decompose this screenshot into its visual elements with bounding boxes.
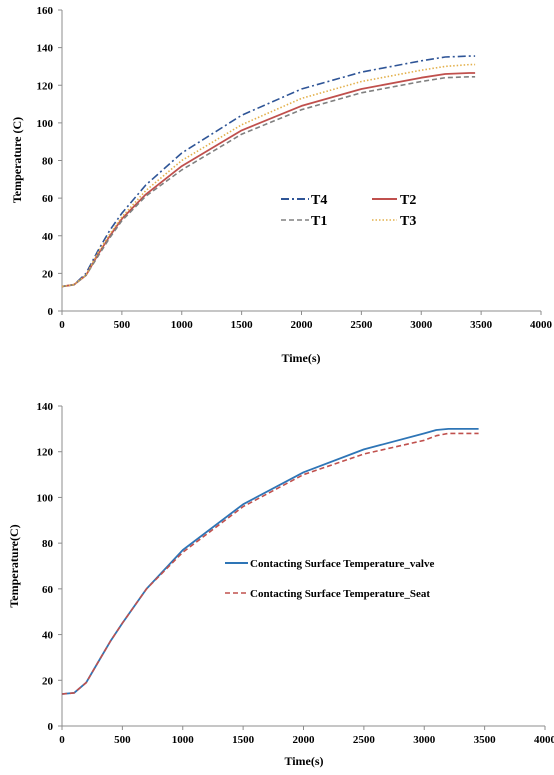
y-tick-label: 40 <box>42 231 54 243</box>
legend-label: T2 <box>400 193 416 208</box>
legend-label: T1 <box>311 214 327 229</box>
x-tick-label: 1000 <box>171 319 194 331</box>
y-tick-label: 100 <box>37 118 54 130</box>
legend-item-t2: T2 <box>372 193 416 208</box>
series-line-contacting-surface-temperature-seat <box>61 432 479 695</box>
x-tick-labels: 0 500 1000 1500 2000 2500 3000 3500 4000 <box>59 311 553 331</box>
y-tick-label: 120 <box>37 80 54 92</box>
x-tick-label: 4000 <box>530 319 553 331</box>
y-tick-label: 0 <box>48 306 54 318</box>
y-tick-label: 100 <box>37 492 54 504</box>
y-tick-label: 80 <box>42 156 54 168</box>
y-tick-label: 60 <box>42 584 54 596</box>
y-tick-label: 60 <box>42 193 54 205</box>
legend: T4 T2 T1 T3 <box>281 193 416 229</box>
x-tick-label: 0 <box>59 319 65 331</box>
y-tick-label: 80 <box>42 538 54 550</box>
x-tick-label: 0 <box>59 734 65 746</box>
legend-label: T4 <box>311 193 327 208</box>
series-lines <box>61 55 476 288</box>
legend-label: Contacting Surface Temperature_valve <box>250 558 434 570</box>
y-axis-title: Temperature(C) <box>7 524 21 607</box>
x-tick-labels: 0 500 1000 1500 2000 2500 3000 3500 4000 <box>59 726 554 746</box>
x-tick-label: 2000 <box>293 734 316 746</box>
x-tick-label: 3000 <box>410 319 433 331</box>
chart-2: 0 500 1000 1500 2000 2500 3000 3500 4000 0 20 40 60… <box>7 401 554 768</box>
y-tick-label: 140 <box>37 401 54 413</box>
legend-item-t3: T3 <box>372 214 416 229</box>
x-tick-label: 3500 <box>470 319 493 331</box>
chart-1: 0 500 1000 1500 2000 2500 3000 3500 4000 0 20 40 60… <box>10 5 553 365</box>
series-line-contacting-surface-temperature-valve <box>61 428 479 695</box>
x-tick-label: 3000 <box>413 734 436 746</box>
x-tick-label: 2000 <box>291 319 314 331</box>
series-lines <box>61 428 479 695</box>
legend-item-seat: Contacting Surface Temperature_Seat <box>225 588 430 600</box>
series-line-t3 <box>61 63 476 288</box>
x-axis-title: Time(s) <box>281 351 320 365</box>
x-tick-label: 3500 <box>474 734 497 746</box>
y-tick-label: 40 <box>42 630 54 642</box>
x-tick-label: 2500 <box>350 319 373 331</box>
x-tick-label: 1500 <box>232 734 255 746</box>
legend-label: Contacting Surface Temperature_Seat <box>250 588 430 600</box>
x-tick-label: 4000 <box>534 734 554 746</box>
y-tick-label: 160 <box>37 5 54 17</box>
legend-item-t1: T1 <box>281 214 327 229</box>
x-tick-label: 500 <box>114 319 131 331</box>
y-tick-label: 140 <box>37 43 54 55</box>
y-tick-label: 120 <box>37 447 54 459</box>
x-tick-label: 1000 <box>172 734 195 746</box>
x-tick-label: 2500 <box>353 734 376 746</box>
legend-label: T3 <box>400 214 416 229</box>
x-axis-title: Time(s) <box>284 754 323 768</box>
legend: Contacting Surface Temperature_valve Con… <box>225 558 434 600</box>
series-line-t4 <box>61 55 476 288</box>
y-tick-label: 20 <box>42 268 54 280</box>
y-tick-label: 0 <box>48 721 54 733</box>
x-tick-label: 500 <box>114 734 131 746</box>
series-line-t1 <box>61 76 476 288</box>
y-tick-label: 20 <box>42 675 54 687</box>
legend-item-valve: Contacting Surface Temperature_valve <box>225 558 434 570</box>
y-axis-title: Temperature (C) <box>10 117 24 203</box>
x-tick-label: 1500 <box>231 319 254 331</box>
legend-item-t4: T4 <box>281 193 327 208</box>
y-tick-labels: 0 20 40 60 80 100 120 140 160 <box>37 5 62 318</box>
series-line-t2 <box>61 72 476 288</box>
y-tick-labels: 0 20 40 60 80 100 120 140 <box>37 401 62 733</box>
